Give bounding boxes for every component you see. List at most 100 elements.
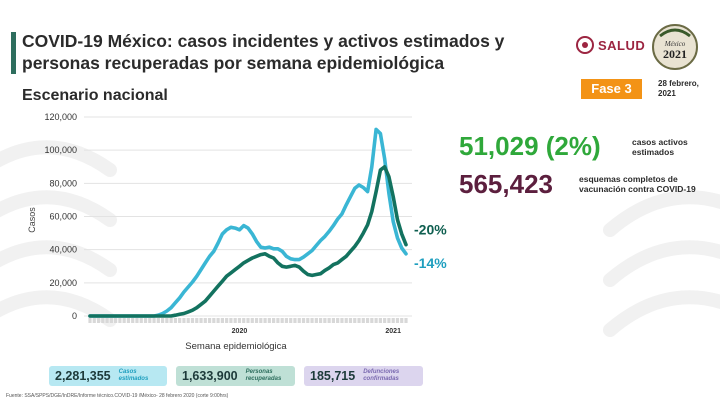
x-tick-mark [246, 318, 250, 323]
x-tick-mark [370, 318, 374, 323]
x-tick-mark [152, 318, 156, 323]
x-year-label: 2021 [385, 328, 401, 335]
x-tick-mark [160, 318, 165, 323]
x-tick-mark [297, 318, 301, 323]
estimated-end-label: -14% [414, 255, 447, 271]
x-tick-mark [101, 318, 105, 323]
source-footer: Fuente: SSA/SPPS/DGE/InDRE/Informe técni… [6, 393, 229, 399]
deaths-value: 185,715 [310, 369, 356, 383]
x-tick-mark [306, 318, 310, 323]
x-year-label: 2020 [232, 328, 248, 335]
vaccination-value: 565,423 [459, 169, 553, 199]
x-tick-mark [331, 318, 336, 323]
x-tick-mark [88, 318, 92, 323]
x-axis-label: Semana epidemiológica [185, 341, 287, 352]
x-tick-mark [126, 318, 131, 323]
salud-logo-text: SALUD [598, 37, 646, 53]
y-tick-label: 60,000 [49, 212, 77, 222]
x-tick-mark [344, 318, 348, 323]
x-tick-mark [340, 318, 344, 323]
estimated-cases-label: Casos estimados [118, 369, 149, 382]
x-tick-mark [336, 318, 340, 323]
mexico-2021-logo: México 2021 [652, 24, 698, 70]
x-tick-mark [109, 318, 113, 323]
x-tick-mark [383, 318, 387, 323]
logo-year: 2021 [663, 47, 687, 61]
x-tick-mark [254, 318, 259, 323]
x-tick-mark [361, 318, 365, 323]
x-tick-mark [169, 318, 173, 323]
x-tick-mark [190, 318, 195, 323]
x-tick-mark [207, 318, 212, 323]
y-tick-label: 40,000 [49, 245, 77, 255]
x-tick-mark [173, 318, 178, 323]
x-tick-mark [195, 318, 199, 323]
x-tick-mark [289, 318, 293, 323]
x-tick-mark [96, 318, 101, 323]
estimated-series-line [88, 127, 408, 318]
x-tick-mark [400, 318, 404, 323]
x-tick-mark [143, 318, 148, 323]
x-tick-mark [301, 318, 306, 323]
x-tick-mark [314, 318, 318, 323]
x-tick-mark [212, 318, 216, 323]
x-tick-mark [242, 318, 246, 323]
recovered-series-line [88, 165, 408, 318]
x-tick-mark [378, 318, 382, 323]
x-tick-mark [365, 318, 370, 323]
x-tick-mark [114, 318, 118, 323]
x-tick-mark [186, 318, 190, 323]
salud-logo: SALUD [576, 36, 645, 54]
x-tick-mark [263, 318, 267, 323]
x-tick-mark [220, 318, 224, 323]
x-tick-mark [216, 318, 220, 323]
x-tick-mark [105, 318, 109, 323]
deaths-box: 185,715 Defunciones confirmadas [304, 366, 423, 386]
x-tick-mark [374, 318, 378, 323]
x-tick-mark [148, 318, 152, 323]
recovered-label: Personas recuperadas [245, 369, 282, 382]
page-title: COVID-19 México: casos incidentes y acti… [22, 31, 505, 73]
x-tick-mark [229, 318, 233, 323]
x-tick-mark [233, 318, 237, 323]
x-tick-mark [259, 318, 263, 323]
recovered-value: 1,633,900 [182, 369, 238, 383]
summary-boxes: 2,281,355 Casos estimados 1,633,900 Pers… [49, 366, 423, 386]
y-tick-label: 100,000 [44, 145, 77, 155]
x-tick-mark [267, 318, 271, 323]
x-tick-mark [199, 318, 203, 323]
x-tick-mark [139, 318, 143, 323]
y-tick-label: 0 [72, 311, 77, 321]
x-tick-mark [318, 318, 323, 323]
x-tick-mark [353, 318, 357, 323]
x-tick-mark [182, 318, 186, 323]
estimated-cases-box: 2,281,355 Casos estimados [49, 366, 167, 386]
recovered-box: 1,633,900 Personas recuperadas [176, 366, 295, 386]
x-tick-mark [156, 318, 160, 323]
x-tick-mark [272, 318, 276, 323]
x-tick-mark [284, 318, 289, 323]
chart-subtitle: Escenario nacional [22, 87, 168, 104]
x-tick-mark [276, 318, 280, 323]
x-tick-mark [92, 318, 96, 323]
x-tick-mark [165, 318, 169, 323]
recovered-end-label: -20% [414, 222, 447, 238]
y-axis-label: Casos [27, 207, 37, 233]
x-tick-mark [395, 318, 400, 323]
deaths-label: Defunciones confirmadas [363, 369, 400, 382]
report-date: 28 febrero, 2021 [658, 79, 699, 98]
seal-icon [576, 36, 594, 54]
x-tick-mark [323, 318, 327, 323]
x-tick-mark [280, 318, 284, 323]
phase-badge: Fase 3 [581, 79, 642, 99]
y-tick-label: 80,000 [49, 178, 77, 188]
active-cases-value: 51,029 (2%) [459, 131, 601, 161]
x-tick-mark [404, 318, 408, 323]
x-tick-mark [387, 318, 391, 323]
vaccination-label: esquemas completos de vacunación contra … [579, 174, 696, 194]
x-tick-mark [391, 318, 395, 323]
logo-caption: México [664, 40, 686, 48]
x-tick-mark [118, 318, 122, 323]
